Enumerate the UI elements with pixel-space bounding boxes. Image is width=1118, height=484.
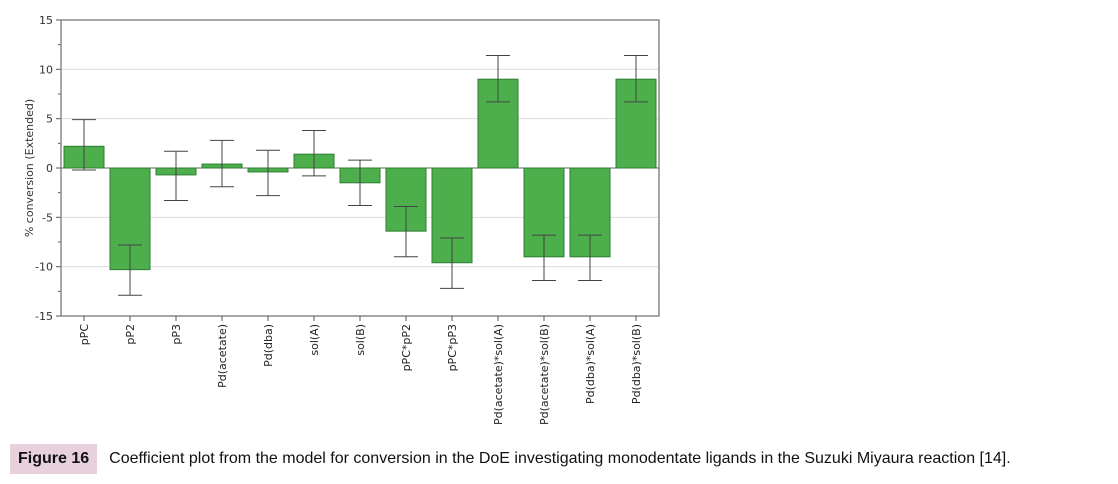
x-tick-label: Pd(dba)*sol(A) bbox=[584, 324, 597, 404]
y-tick-label: 15 bbox=[39, 14, 53, 27]
x-tick-label: Pd(acetate)*sol(A) bbox=[492, 324, 505, 425]
x-tick-label: pPC*pP3 bbox=[446, 324, 459, 371]
y-tick-label: -15 bbox=[35, 310, 53, 323]
x-tick-label: sol(B) bbox=[354, 324, 367, 356]
coefficient-chart: -15 -10 -5 0 5 10 15 % conversion (Extended) pPC… bbox=[23, 14, 660, 425]
y-tick-label: 5 bbox=[46, 113, 53, 126]
x-tick-label: Pd(acetate)*sol(B) bbox=[538, 324, 551, 425]
y-tick-label: -5 bbox=[42, 211, 53, 224]
figure-label: Figure 16 bbox=[10, 444, 98, 474]
x-tick-label: pPC bbox=[78, 324, 91, 346]
figure-caption: Figure 16 Coefficient plot from the mode… bbox=[10, 444, 1011, 474]
y-tick-label: -10 bbox=[35, 261, 53, 274]
y-axis-label: % conversion (Extended) bbox=[23, 99, 36, 237]
y-tick-label: 10 bbox=[39, 63, 53, 76]
y-tick-label: 0 bbox=[46, 162, 53, 175]
x-tick-label: pPC*pP2 bbox=[400, 324, 413, 371]
x-tick-label: pP2 bbox=[124, 324, 137, 345]
bar bbox=[569, 167, 611, 258]
caption-text: Coefficient plot from the model for conv… bbox=[109, 450, 1011, 467]
x-tick-label: Pd(acetate) bbox=[216, 324, 229, 388]
x-tick-label: Pd(dba)*sol(B) bbox=[630, 324, 643, 404]
x-tick-label: pP3 bbox=[170, 324, 183, 345]
x-tick-label: sol(A) bbox=[308, 324, 321, 356]
x-tick-label: Pd(dba) bbox=[262, 324, 275, 367]
